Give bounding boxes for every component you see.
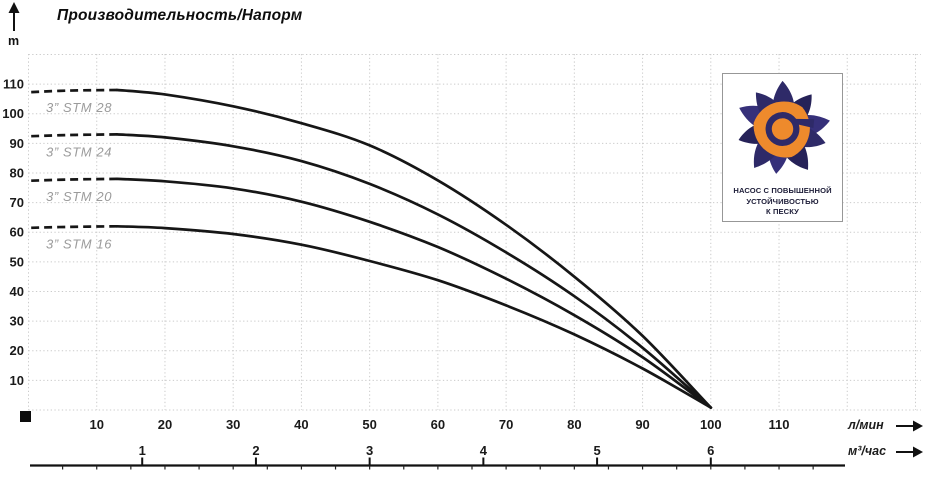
x-tick-lmin-label: 20 <box>158 417 172 432</box>
chart-title: Производительность/Напорм <box>57 7 303 24</box>
pump-curve-dashed <box>31 88 118 94</box>
x-tick-lmin-label: 90 <box>635 417 649 432</box>
pump-curve <box>115 224 713 409</box>
curve-label: 3” STM 24 <box>46 144 112 159</box>
right-arrow-icon <box>896 446 923 458</box>
x-tick-lmin-label: 10 <box>89 417 103 432</box>
y-tick-label: 50 <box>10 254 24 269</box>
x-tick-lmin-label: 110 <box>769 417 790 432</box>
badge-text-line-3: К ПЕСКУ <box>766 207 799 216</box>
pump-curve-dashed <box>31 224 118 230</box>
y-tick-label: 10 <box>10 373 24 388</box>
x-tick-lmin-label: 80 <box>567 417 581 432</box>
x-tick-lmin-label: 60 <box>431 417 445 432</box>
x-tick-m3h-label: 6 <box>707 443 714 458</box>
x-tick-m3h-label: 2 <box>252 443 259 458</box>
y-tick-label: 100 <box>2 106 24 121</box>
y-tick-label: 80 <box>10 165 24 180</box>
y-tick-label: 60 <box>10 225 24 240</box>
y-tick-label: 70 <box>10 195 24 210</box>
x-axis-unit-m3h: м³/час <box>848 444 887 458</box>
y-axis-up-arrow-icon <box>8 2 20 31</box>
y-tick-label: 90 <box>10 136 24 151</box>
badge-text-line-2: УСТОЙЧИВОСТЬЮ <box>746 196 819 206</box>
pump-curve-dashed <box>31 133 118 138</box>
x-axis-unit-lmin: л/мин <box>848 418 884 432</box>
badge-text-line-1: НАСОС С ПОВЫШЕННОЙ <box>733 186 832 195</box>
curve-label: 3” STM 28 <box>46 100 112 115</box>
x-tick-m3h-label: 5 <box>593 443 600 458</box>
y-tick-label: 40 <box>10 284 24 299</box>
y-tick-label: 110 <box>3 77 24 92</box>
curve-label: 3” STM 16 <box>46 236 112 251</box>
y-tick-label: 30 <box>10 314 24 329</box>
pump-curve <box>115 88 713 409</box>
curve-label: 3” STM 20 <box>46 189 112 204</box>
x-tick-lmin-label: 100 <box>700 417 722 432</box>
x-tick-m3h-label: 3 <box>366 443 373 458</box>
x-tick-lmin-label: 40 <box>294 417 308 432</box>
x-tick-lmin-label: 30 <box>226 417 240 432</box>
x-tick-m3h-label: 1 <box>139 443 146 458</box>
pump-logo-pinwheel-icon <box>738 80 830 174</box>
sand-resistance-badge: НАСОС С ПОВЫШЕННОЙ УСТОЙЧИВОСТЬЮ К ПЕСКУ <box>722 73 843 222</box>
x-tick-lmin-label: 50 <box>362 417 376 432</box>
x-tick-lmin-label: 70 <box>499 417 513 432</box>
right-arrow-icon <box>896 420 923 432</box>
pump-curve <box>115 133 713 409</box>
x-tick-m3h-label: 4 <box>480 443 488 458</box>
y-axis-unit-label: m <box>8 34 20 48</box>
pump-curve-dashed <box>31 177 118 183</box>
y-tick-label: 20 <box>10 343 24 358</box>
pump-curve <box>115 177 713 409</box>
origin-marker <box>20 411 31 422</box>
